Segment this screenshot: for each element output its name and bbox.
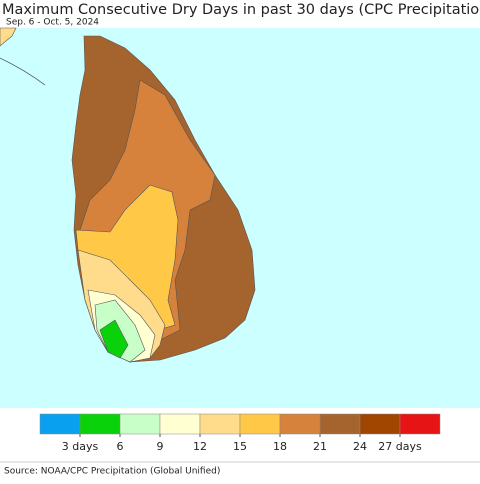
color-box (199, 413, 241, 435)
color-box (39, 413, 81, 435)
color-box (319, 413, 361, 435)
tick-label: 27 days (378, 440, 422, 453)
tick-label: 9 (157, 440, 164, 453)
source: Source: NOAA/CPC Precipitation (Global U… (4, 467, 220, 477)
tick-label: 24 (353, 440, 367, 453)
tick-label: 18 (273, 440, 287, 453)
color-box (239, 413, 281, 435)
color-box (359, 413, 401, 435)
subtitle: Sep. 6 - Oct. 5, 2024 (6, 18, 99, 28)
map (0, 27, 256, 363)
color-box (279, 413, 321, 435)
color-box (79, 413, 121, 435)
tick-label: 15 (233, 440, 247, 453)
color-box (119, 413, 161, 435)
color-box (159, 413, 201, 435)
india-coastline (0, 57, 46, 86)
tick-label: 12 (193, 440, 207, 453)
region-green (99, 319, 129, 359)
color-box (399, 413, 441, 435)
india-coast (0, 27, 17, 47)
colorbar: 3 days 6 9 12 15 18 21 24 27 days (39, 413, 441, 453)
tick-label: 3 days (62, 440, 99, 453)
title: Maximum Consecutive Dry Days in past 30 … (2, 2, 480, 18)
tick-label: 21 (313, 440, 327, 453)
tick-label: 6 (117, 440, 124, 453)
